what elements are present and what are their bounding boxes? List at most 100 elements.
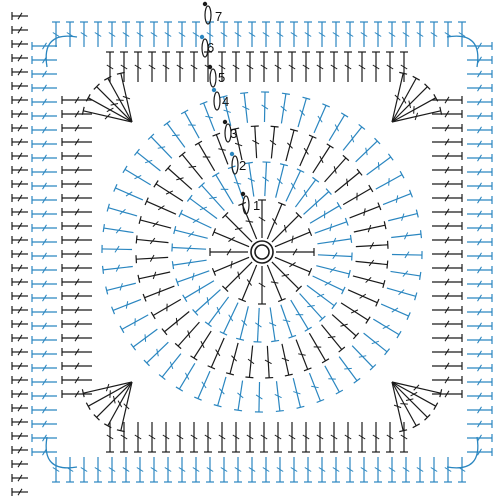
stitch-r2-26 bbox=[285, 168, 305, 202]
stitch-r5-s3-30 bbox=[61, 278, 92, 286]
stitch-r5-s1--82-tick bbox=[444, 166, 450, 174]
stitch-r5-s0--68 bbox=[190, 51, 198, 82]
stitch-r6-s1-18 bbox=[467, 266, 493, 274]
stitch-r6-s3--24 bbox=[31, 224, 57, 232]
stitch-r1-2-tick bbox=[281, 273, 290, 277]
stitch-r3-1-top bbox=[382, 280, 386, 289]
stitch-r7-s3-114 bbox=[11, 362, 28, 370]
stitch-r4-16-tick bbox=[169, 361, 174, 370]
stitch-r2-6-tick bbox=[282, 319, 291, 323]
stitch-r1-14-tick bbox=[283, 224, 287, 233]
stitch-r6-s3--122-tick bbox=[42, 126, 47, 134]
stitch-r4-30-top bbox=[163, 120, 171, 127]
stitch-r3-30-top bbox=[270, 125, 279, 128]
stitch-r4-3 bbox=[373, 318, 402, 339]
stitch-r7-s3--12 bbox=[11, 236, 28, 244]
stitch-r6-s3--24-tick bbox=[42, 224, 47, 232]
stitch-r6-s2-186 bbox=[444, 457, 452, 483]
stitch-r6-s3--10-tick bbox=[42, 238, 47, 246]
stitch-r5-s2-16 bbox=[274, 422, 282, 453]
stitch-r6-s0--122 bbox=[136, 21, 144, 47]
stitch-r2-29-top bbox=[336, 202, 342, 210]
corner-fan-0-2 bbox=[93, 83, 133, 123]
stitch-r2-11-tick bbox=[216, 306, 221, 315]
stitch-r6-s3--108 bbox=[31, 140, 57, 148]
stitch-r4-41-tick bbox=[365, 147, 368, 156]
stitch-r3-0 bbox=[355, 259, 389, 269]
stitch-r3-14-tick bbox=[187, 330, 191, 338]
stitch-r2-11-top bbox=[204, 321, 212, 328]
stitch-r2-28-tick bbox=[314, 199, 318, 207]
stitch-r2-9-tick bbox=[241, 319, 248, 326]
stitch-r2-28-top bbox=[325, 188, 332, 195]
stitch-r6-s3--136 bbox=[31, 112, 57, 120]
stitch-r2-12 bbox=[192, 289, 221, 316]
stitch-r6-s3-18-tick bbox=[42, 266, 47, 274]
stitch-r4-28 bbox=[133, 148, 161, 172]
stitch-r4-44-tick bbox=[395, 195, 399, 203]
stitch-r6-s0--80-tick bbox=[178, 32, 186, 37]
stitch-r4-17-tick bbox=[156, 348, 159, 357]
corner-fan-1-1-tick bbox=[401, 96, 407, 104]
stitch-r4-32-top bbox=[199, 101, 208, 106]
stitch-r6-s3-4 bbox=[31, 252, 57, 260]
stitch-r5-s2-86-tick bbox=[344, 434, 352, 440]
slip-stitch-dot-icon bbox=[207, 64, 213, 70]
stitch-r6-s2-74-tick bbox=[332, 467, 340, 472]
stitch-r5-s3--54 bbox=[61, 194, 92, 202]
stitch-r1-9-top bbox=[211, 228, 217, 237]
stitch-r5-s3--152-tick bbox=[74, 96, 80, 104]
stitch-r3-13-tick bbox=[200, 340, 205, 349]
stitch-r6-s1-74 bbox=[467, 322, 493, 330]
stitch-r4-32 bbox=[199, 101, 216, 132]
stitch-r5-s2--152-tick bbox=[106, 434, 114, 440]
stitch-r7-s3--236-tick bbox=[17, 12, 23, 20]
stitch-r3-11-tick bbox=[231, 355, 237, 362]
stitch-r7-s3--222 bbox=[11, 26, 28, 34]
stitch-r6-s0-74-tick bbox=[332, 32, 340, 37]
stitch-r6-s0--136 bbox=[122, 21, 130, 47]
stitch-r6-s3--164 bbox=[31, 84, 57, 92]
stitch-r7-s3--82 bbox=[11, 166, 28, 174]
corner-fan-2-1-top bbox=[433, 402, 439, 410]
stitch-r6-s2-172-tick bbox=[430, 467, 438, 472]
stitch-r3-2-tick bbox=[359, 293, 367, 299]
stitch-r2-27-tick bbox=[303, 189, 308, 198]
stitch-r6-s2--24 bbox=[234, 457, 242, 483]
corner-fan-0-1 bbox=[85, 94, 133, 123]
stitch-r6-s0--122-tick bbox=[136, 32, 144, 37]
stitch-r4-42-tick bbox=[377, 162, 380, 170]
stitch-r5-s0--82 bbox=[176, 51, 184, 82]
stitch-r6-s2--178-tick bbox=[80, 467, 88, 472]
stitch-r5-s1-72 bbox=[432, 320, 463, 328]
stitch-r4-17 bbox=[143, 341, 169, 367]
stitch-r5-s1-100-tick bbox=[444, 348, 450, 356]
stitch-r5-s0--12 bbox=[246, 51, 254, 82]
stitch-r4-36-tick bbox=[280, 105, 287, 112]
stitch-r7-s3-184 bbox=[11, 432, 28, 440]
stitch-r7-s3-156 bbox=[11, 404, 28, 412]
corner-fan-0-0 bbox=[81, 106, 133, 123]
stitch-r5-s2-72-tick bbox=[330, 434, 338, 440]
stitch-r7-s3-114-tick bbox=[17, 362, 23, 370]
stitch-r4-39-tick bbox=[334, 124, 340, 132]
stitch-r4-24 bbox=[102, 224, 134, 234]
stitch-r2-10-tick bbox=[228, 314, 234, 322]
corner-fan-2-1 bbox=[391, 381, 439, 410]
stitch-r6-s2-186-tick bbox=[444, 467, 452, 472]
stitch-r5-s2--40-tick bbox=[218, 434, 226, 440]
stitch-r5-s3--82 bbox=[61, 166, 92, 174]
stitch-r1-1-tick bbox=[289, 262, 296, 268]
stitch-r1-14 bbox=[271, 211, 303, 243]
corner-fan-0-1-top bbox=[85, 94, 91, 102]
stitch-r4-5-tick bbox=[358, 355, 367, 358]
stitch-r6-s3-200 bbox=[31, 448, 57, 456]
stitch-r3-5 bbox=[321, 324, 346, 353]
stitch-r6-s1--80-tick bbox=[477, 168, 482, 176]
stitch-r3-8 bbox=[281, 343, 293, 377]
stitch-r2-20 bbox=[198, 182, 225, 211]
stitch-r3-16-top bbox=[150, 311, 156, 320]
stitch-r6-s0-158-tick bbox=[416, 32, 424, 37]
stitch-r7-s3--180-tick bbox=[17, 68, 23, 76]
stitch-r2-4-tick bbox=[307, 304, 315, 308]
